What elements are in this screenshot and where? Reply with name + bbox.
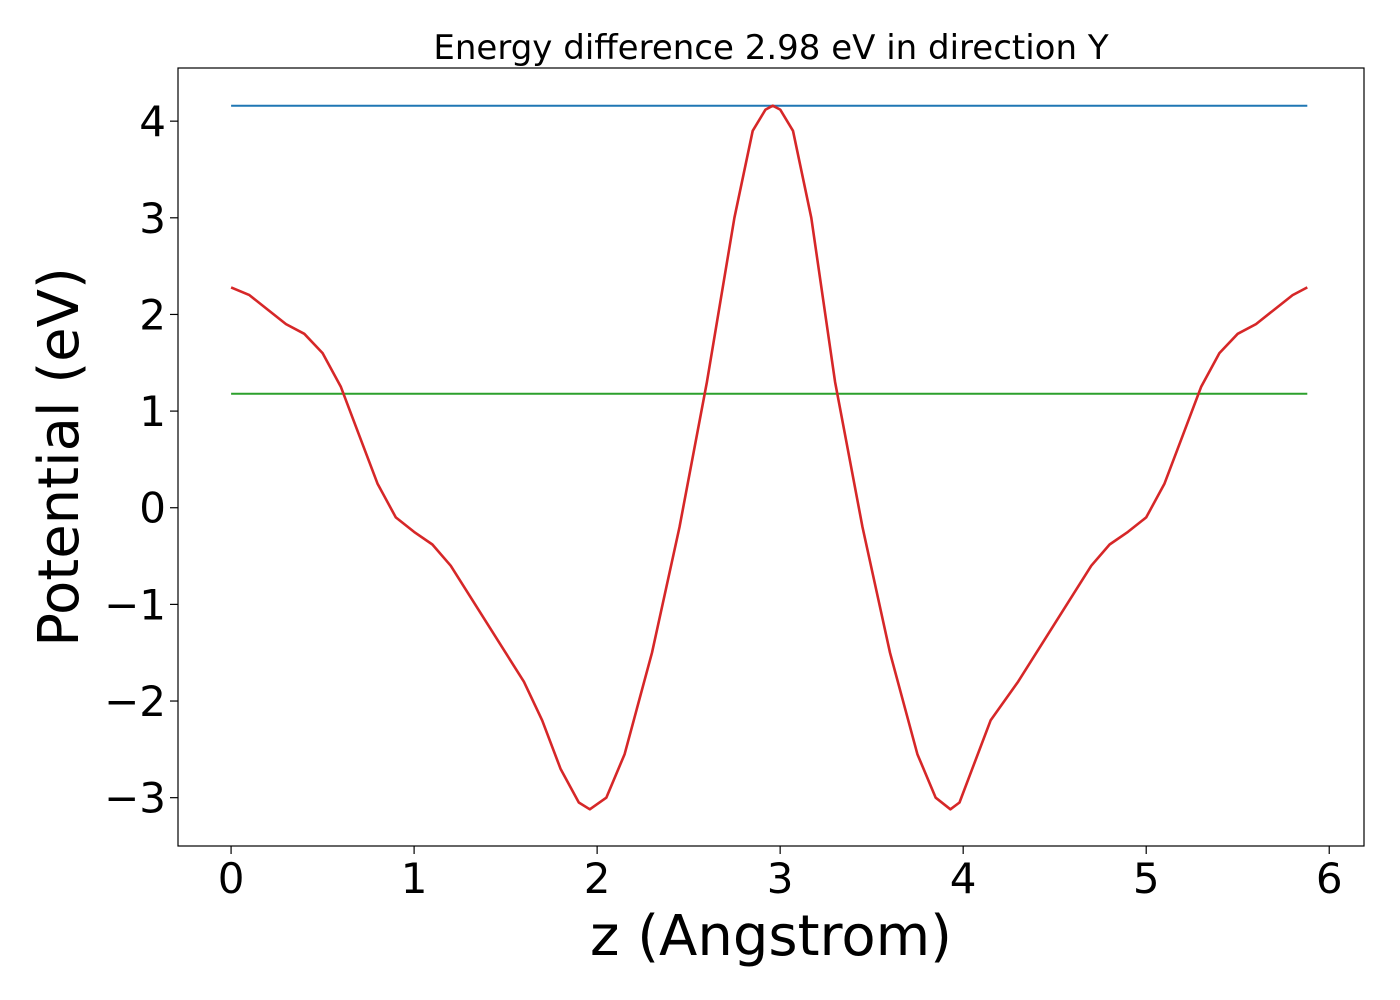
y-tick-label: −3 [104,774,166,823]
y-tick-label: −1 [104,580,166,629]
plot-frame [177,67,1365,847]
chart-title: Energy difference 2.98 eV in direction Y [433,28,1108,68]
y-tick-label: 4 [139,97,166,146]
series-layer [230,104,1308,811]
x-tick-label: 1 [401,854,428,903]
y-tick-label: 1 [139,387,166,436]
y-tick-label: 3 [139,194,166,243]
x-tick-label: 3 [767,854,794,903]
y-tick-label: −2 [104,677,166,726]
y-axis-label: Potential (eV) [27,267,92,647]
x-tick-label: 0 [218,854,245,903]
x-tick-label: 4 [950,854,977,903]
y-tick-label: 0 [139,484,166,533]
y-ticks: −3 −2 −1 0 1 2 3 4 [104,97,178,823]
series-line-2 [230,104,1308,811]
y-tick-label: 2 [139,290,166,339]
x-tick-label: 6 [1316,854,1343,903]
x-axis-label: z (Angstrom) [590,904,952,969]
x-ticks: 0 1 2 3 4 5 6 [218,846,1343,903]
x-tick-label: 2 [584,854,611,903]
x-tick-label: 5 [1133,854,1160,903]
